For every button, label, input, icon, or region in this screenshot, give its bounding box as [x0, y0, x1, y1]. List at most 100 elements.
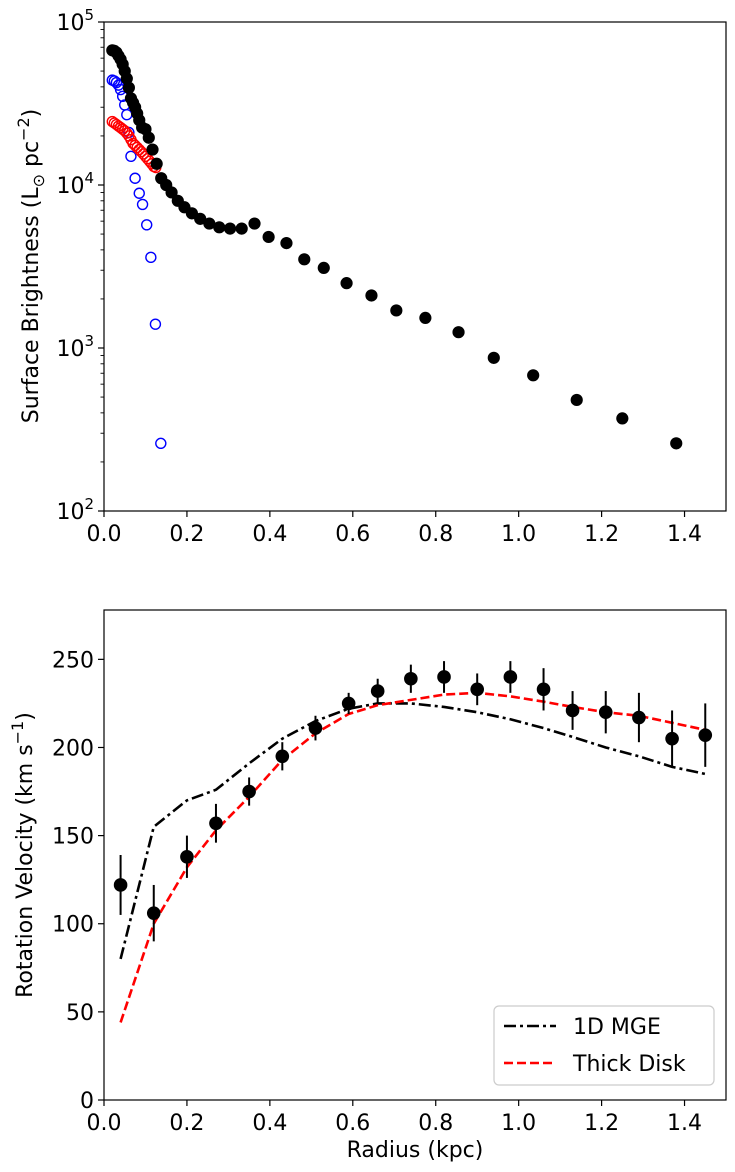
top-point — [262, 230, 275, 244]
velocity-point — [404, 671, 418, 686]
top-point — [149, 318, 162, 330]
top-point — [223, 222, 237, 235]
bottom-y-tick-label: 150 — [52, 825, 94, 850]
top-x-tick-label: 1.4 — [667, 522, 702, 547]
velocity-point — [565, 703, 580, 718]
top-point — [317, 261, 330, 275]
top-x-tick-label: 0.6 — [335, 522, 370, 547]
top-y-tick-label: 102 — [56, 495, 94, 525]
bottom-series-0 — [119, 702, 706, 960]
velocity-point — [341, 696, 356, 711]
bottom-x-tick-label: 1.0 — [501, 1111, 536, 1136]
top-x-tick-label: 0.4 — [252, 522, 287, 547]
bottom-y-tick-label: 100 — [52, 913, 94, 938]
top-point — [142, 131, 155, 144]
top-x-tick-label: 1.2 — [584, 522, 619, 547]
top-point — [185, 207, 199, 220]
legend-box — [493, 1005, 715, 1086]
bottom-x-tick-label: 0.6 — [335, 1111, 370, 1136]
top-series-0 — [106, 74, 167, 450]
bottom-x-axis-label: Radius (kpc) — [347, 1138, 484, 1163]
top-point — [122, 81, 135, 94]
top-point — [145, 251, 157, 264]
top-y-tick-label: 103 — [56, 332, 94, 362]
bottom-y-tick-label: 200 — [52, 736, 94, 761]
velocity-point — [536, 682, 551, 697]
legend-thick-disk-label: Thick Disk — [572, 1052, 686, 1077]
top-point — [527, 369, 540, 382]
top-x-axis: 0.0 0.2 0.4 0.6 0.8 1.0 1.2 1.4 — [87, 511, 702, 547]
top-point — [340, 277, 353, 290]
bottom-y-axis: 0 50 100 150 200 250 — [52, 648, 104, 1114]
bottom-x-tick-label: 0.8 — [418, 1111, 453, 1136]
top-point — [670, 437, 683, 450]
velocity-point — [242, 784, 256, 799]
bottom-y-tick-label: 250 — [52, 648, 94, 673]
top-plot-frame — [103, 21, 727, 512]
top-point — [280, 237, 293, 250]
top-y-axis-label: Surface Brightness (L⊙ pc−2) — [14, 109, 48, 423]
top-series-1 — [106, 115, 162, 174]
surface-brightness-data — [106, 44, 683, 450]
top-series-2 — [106, 44, 683, 450]
top-point — [570, 393, 583, 407]
top-y-axis: 102 103 104 105 — [56, 6, 104, 525]
top-point — [298, 253, 311, 266]
top-point — [127, 137, 139, 150]
top-point — [213, 221, 226, 234]
1d-mge-line — [119, 702, 706, 960]
velocity-point — [632, 710, 646, 725]
top-point — [108, 75, 121, 87]
velocity-point — [146, 906, 161, 920]
top-point — [150, 157, 163, 170]
top-point — [116, 123, 129, 135]
top-point — [141, 219, 153, 231]
top-point — [487, 351, 500, 364]
top-x-tick-label: 0.2 — [169, 522, 204, 547]
surface-brightness-panel: 0.0 0.2 0.4 0.6 0.8 1.0 1.2 1.4 102 103 104 105 Su… — [14, 6, 727, 547]
bottom-x-tick-label: 0.4 — [252, 1111, 287, 1136]
top-point — [129, 172, 141, 184]
velocity-point — [370, 684, 385, 698]
bottom-x-tick-label: 1.2 — [584, 1111, 619, 1136]
velocity-point — [180, 849, 194, 864]
bottom-y-axis-label: Rotation Velocity (km s−1) — [8, 712, 38, 998]
legend-mge-label: 1D MGE — [573, 1015, 661, 1040]
top-point — [129, 139, 141, 152]
top-point — [155, 437, 167, 450]
velocity-point — [437, 670, 451, 684]
velocity-point — [698, 728, 713, 742]
top-point — [165, 186, 178, 199]
top-point — [248, 217, 261, 230]
top-y-tick-label: 105 — [56, 6, 94, 36]
top-point — [146, 143, 159, 156]
bottom-series-2 — [113, 661, 713, 942]
top-point — [235, 222, 248, 235]
rotation-velocity-panel: 0.0 0.2 0.4 0.6 0.8 1.0 1.2 1.4 0 50 100 150 200 250… — [8, 609, 727, 1163]
velocity-point — [308, 721, 323, 735]
top-point — [390, 304, 403, 317]
bottom-series-1 — [119, 691, 706, 1023]
bottom-x-tick-label: 1.4 — [667, 1111, 702, 1136]
bottom-y-tick-label: 0 — [80, 1089, 94, 1114]
bottom-x-axis: 0.0 0.2 0.4 0.6 0.8 1.0 1.2 1.4 — [87, 1100, 702, 1136]
bottom-y-tick-label: 50 — [66, 1001, 94, 1026]
velocity-point — [598, 705, 613, 720]
top-x-tick-label: 0.0 — [87, 522, 122, 547]
rotation-velocity-data — [113, 661, 713, 1023]
bottom-plot-frame — [103, 609, 727, 1101]
top-point — [419, 311, 432, 324]
velocity-point — [113, 878, 128, 892]
top-point — [133, 187, 145, 199]
velocity-point — [665, 731, 679, 746]
top-x-tick-label: 1.0 — [501, 522, 536, 547]
top-point — [136, 198, 149, 211]
velocity-point — [503, 670, 518, 684]
top-point — [125, 150, 137, 163]
velocity-point — [209, 816, 223, 831]
velocity-point — [470, 682, 485, 697]
top-point — [452, 326, 465, 339]
bottom-x-tick-label: 0.2 — [169, 1111, 204, 1136]
top-point — [616, 412, 629, 425]
